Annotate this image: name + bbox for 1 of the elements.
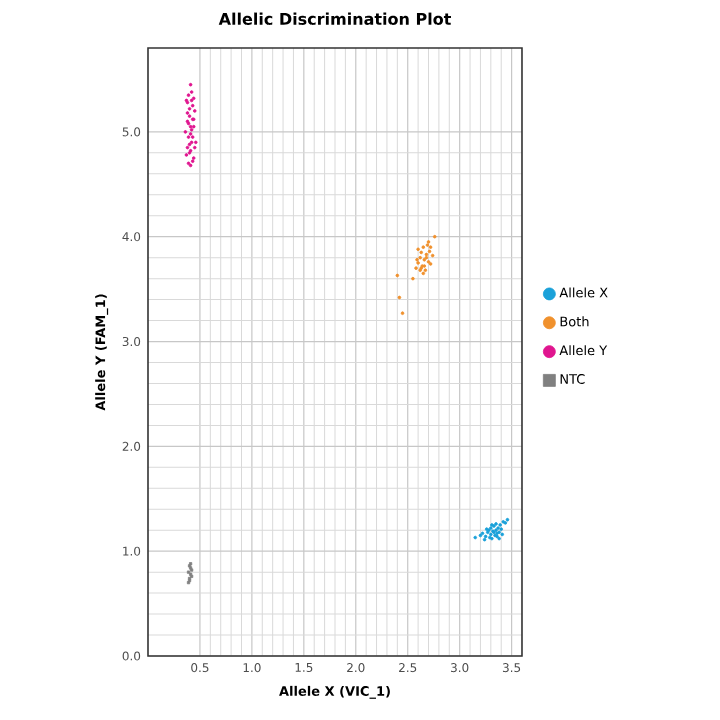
chart-title: Allelic Discrimination Plot (218, 12, 451, 25)
